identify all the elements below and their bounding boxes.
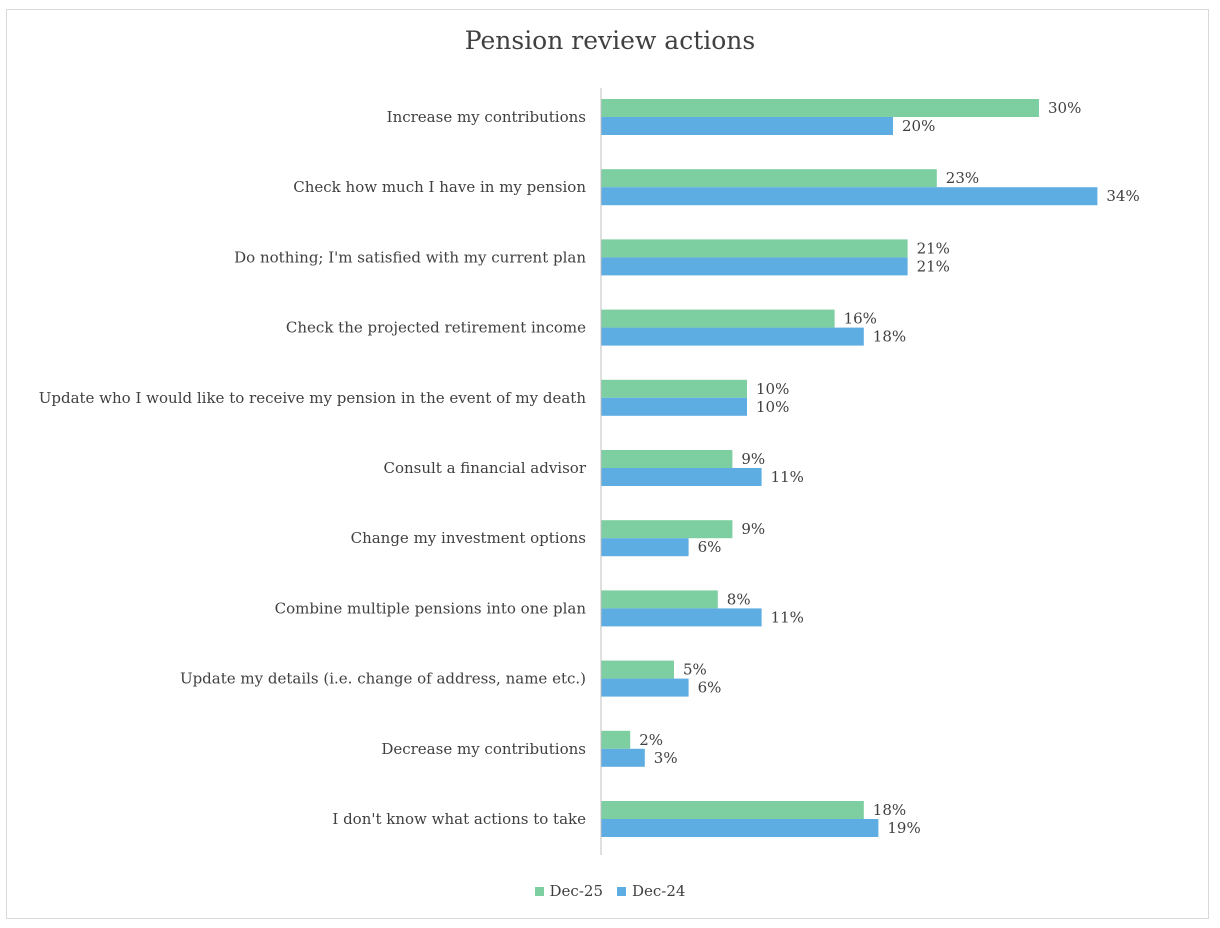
bar-dec-24 <box>601 538 689 557</box>
bar-dec-24 <box>601 468 762 486</box>
bar-dec-25 <box>601 169 937 188</box>
bar-dec-25 <box>601 520 733 539</box>
data-label: 21% <box>917 257 950 275</box>
bar-dec-24 <box>601 187 1098 206</box>
data-label: 18% <box>873 801 906 819</box>
category-label: I don't know what actions to take <box>332 810 586 828</box>
bar-dec-25 <box>601 450 733 468</box>
bar-dec-25 <box>601 309 835 328</box>
category-label: Update my details (i.e. change of addres… <box>180 670 586 688</box>
category-label: Check the projected retirement income <box>286 319 586 337</box>
data-label: 3% <box>654 749 678 767</box>
bar-dec-25 <box>601 730 631 749</box>
data-label: 11% <box>771 468 804 486</box>
category-label: Change my investment options <box>351 529 586 547</box>
data-label: 2% <box>639 731 663 749</box>
data-label: 30% <box>1048 99 1081 117</box>
chart-title: Pension review actions <box>464 26 756 55</box>
bar-dec-25 <box>601 660 674 679</box>
bar-dec-25 <box>601 239 908 258</box>
data-label: 9% <box>741 450 765 468</box>
legend-swatch-series-1 <box>534 886 544 896</box>
data-label: 9% <box>741 520 765 538</box>
bar-dec-24 <box>601 748 645 767</box>
data-label: 16% <box>844 310 877 328</box>
data-label: 8% <box>727 590 751 608</box>
bar-dec-24 <box>601 397 747 416</box>
data-label: 18% <box>873 328 906 346</box>
legend-label-series-2: Dec-24 <box>632 882 686 900</box>
data-label: 19% <box>887 819 920 837</box>
category-label: Increase my contributions <box>387 108 586 126</box>
data-label: 6% <box>698 679 722 697</box>
legend-label-series-1: Dec-25 <box>549 882 603 900</box>
bar-dec-24 <box>601 678 689 697</box>
data-label: 21% <box>917 239 950 257</box>
data-label: 10% <box>756 398 789 416</box>
data-label: 5% <box>683 661 707 679</box>
data-label: 11% <box>771 608 804 626</box>
bar-dec-25 <box>601 590 718 609</box>
data-label: 20% <box>902 117 935 135</box>
data-label: 34% <box>1106 187 1139 205</box>
bar-dec-24 <box>601 257 908 276</box>
bar-dec-24 <box>601 819 879 837</box>
category-label: Update who I would like to receive my pe… <box>39 389 587 407</box>
category-label: Consult a financial advisor <box>383 459 586 477</box>
data-label: 10% <box>756 380 789 398</box>
legend-swatch-series-2 <box>617 886 626 896</box>
bar-dec-25 <box>601 379 747 398</box>
category-label: Combine multiple pensions into one plan <box>275 599 587 617</box>
category-label: Do nothing; I'm satisfied with my curren… <box>234 248 586 266</box>
legend-item-series-2: Dec-24 <box>617 882 685 900</box>
data-label: 6% <box>698 538 722 556</box>
category-label: Decrease my contributions <box>381 740 586 758</box>
legend: Dec-25 Dec-24 <box>0 882 1220 900</box>
bar-dec-24 <box>601 608 762 627</box>
legend-item-series-1: Dec-25 <box>534 882 603 900</box>
category-label: Check how much I have in my pension <box>293 178 586 196</box>
bar-dec-24 <box>601 327 864 346</box>
bar-dec-25 <box>601 99 1039 117</box>
data-label: 23% <box>946 169 979 187</box>
bar-dec-24 <box>601 117 893 135</box>
bar-dec-25 <box>601 801 864 819</box>
